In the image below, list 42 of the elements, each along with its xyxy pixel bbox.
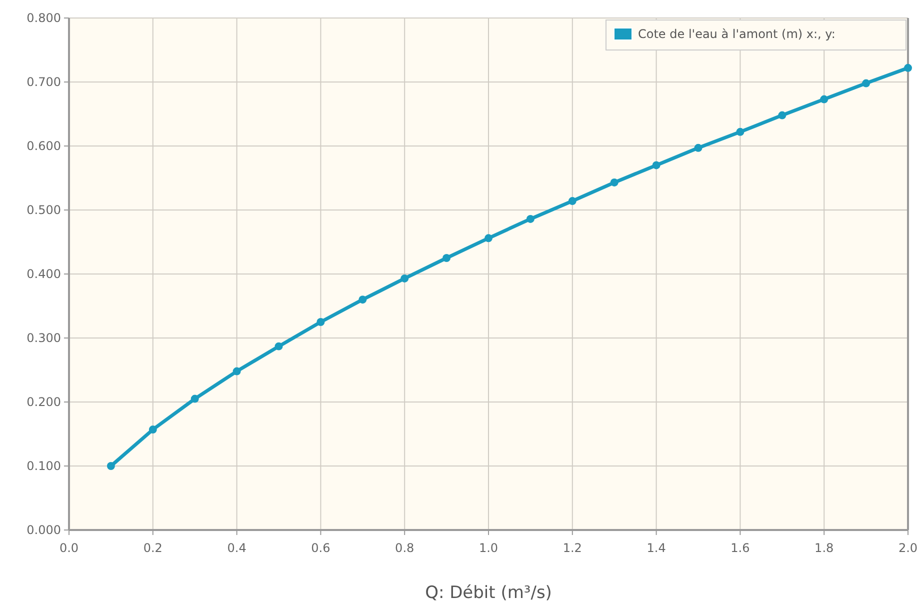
y-tick-label: 0.300 <box>26 331 61 346</box>
point <box>568 197 576 206</box>
point <box>148 426 157 434</box>
point <box>736 128 744 136</box>
x-tick-label: 1.6 <box>730 541 750 555</box>
point <box>526 214 534 223</box>
point <box>778 111 786 120</box>
point <box>904 64 912 72</box>
point <box>442 254 451 262</box>
y-tick-label: 0.500 <box>26 203 61 218</box>
y-tick-label: 0.100 <box>26 459 61 474</box>
y-tick-label: 0.200 <box>26 395 61 410</box>
y-tick-label: 0.600 <box>26 139 61 154</box>
point <box>652 161 660 170</box>
point <box>610 178 618 186</box>
point <box>694 144 702 152</box>
point <box>106 462 115 470</box>
x-tick-label: 0.2 <box>143 541 162 555</box>
point <box>190 394 199 403</box>
x-tick-label: 0.4 <box>227 541 246 555</box>
point <box>484 234 492 242</box>
y-tick-label: 0.800 <box>26 11 61 26</box>
point <box>316 318 325 326</box>
point <box>274 342 283 350</box>
x-tick-label: 1.0 <box>478 541 498 555</box>
x-tick-label: 1.2 <box>562 541 582 555</box>
y-tick-label: 0.400 <box>26 267 61 282</box>
x-tick-label: 0.6 <box>311 541 330 555</box>
legend-label: Cote de l'eau à l'amont (m) x:, y: <box>638 27 836 41</box>
point <box>400 274 409 282</box>
x-tick-label: 1.4 <box>646 541 666 555</box>
x-axis-title: Q: Débit (m³/s) <box>425 583 552 603</box>
x-tick-label: 0.8 <box>395 541 414 555</box>
x-tick-label: 2.0 <box>898 541 918 555</box>
point <box>820 95 828 104</box>
point <box>358 296 367 304</box>
y-tick-label: 0.700 <box>26 75 61 90</box>
x-tick-label: 1.8 <box>814 541 834 555</box>
x-tick-label: 0.0 <box>59 541 79 555</box>
point <box>862 79 870 88</box>
point <box>232 367 241 376</box>
y-tick-label: 0.000 <box>26 523 61 538</box>
